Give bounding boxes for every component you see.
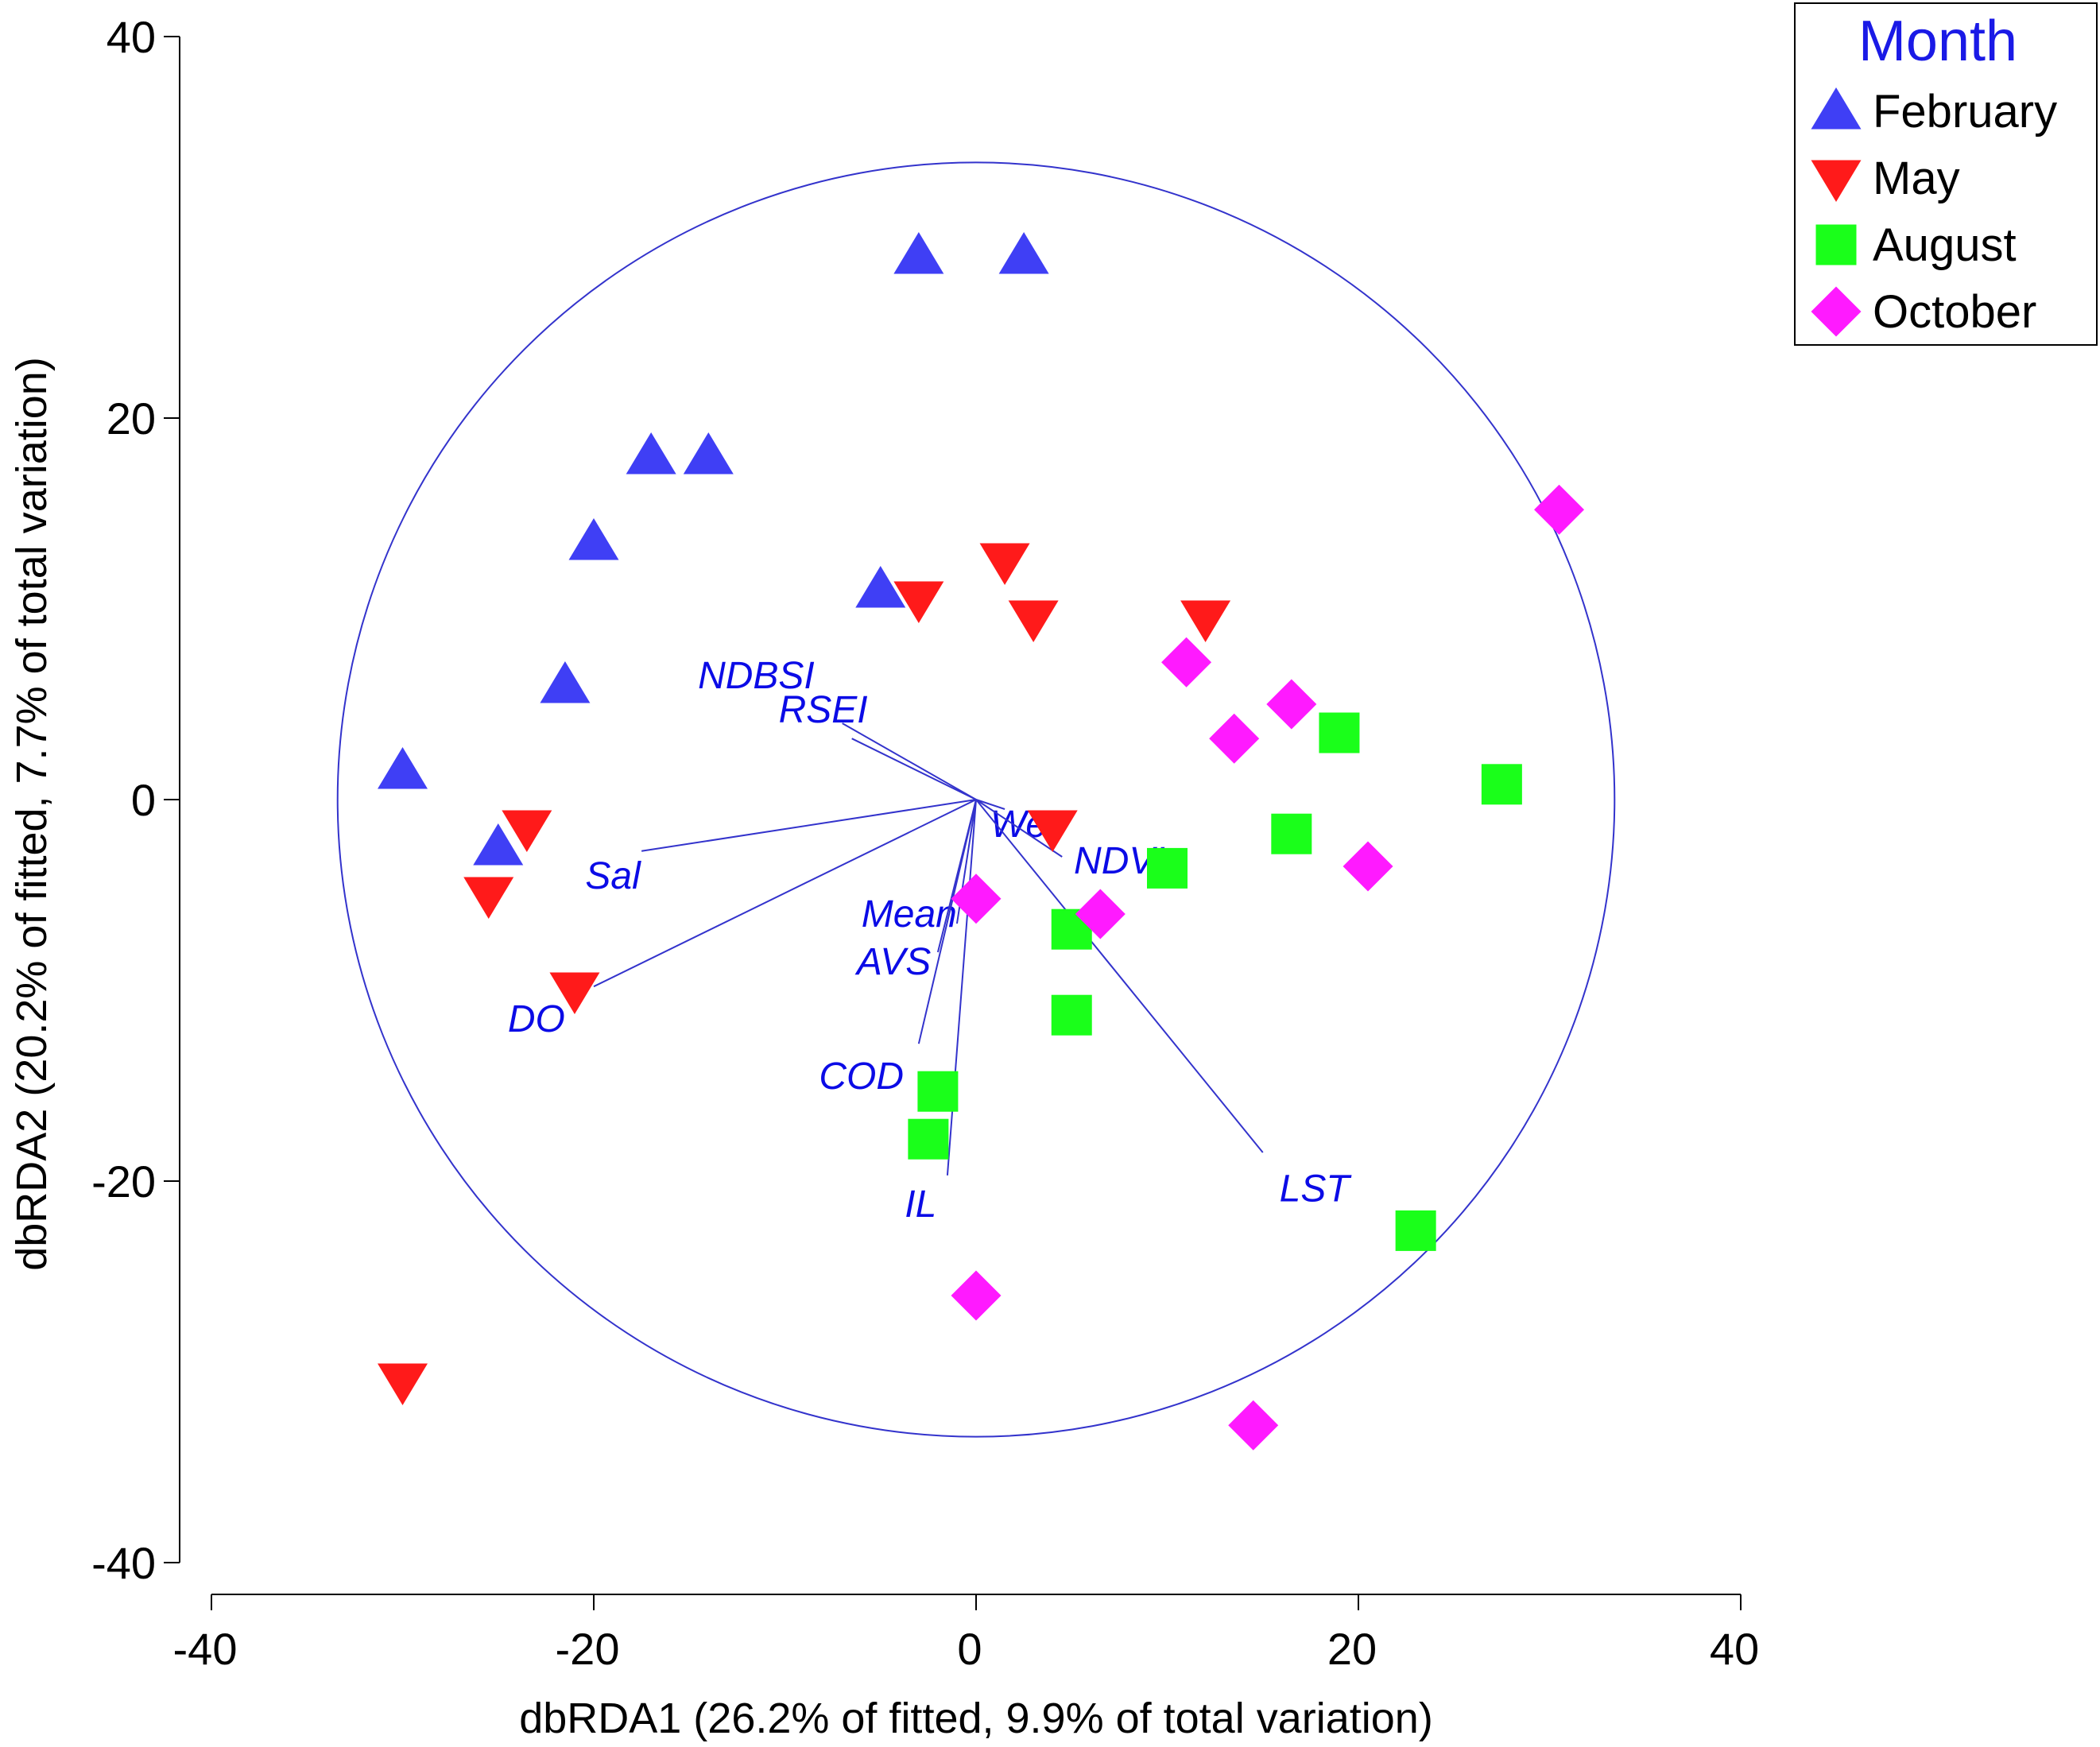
vector-ndvi [975,799,1063,858]
y-tick-label: 40 [107,12,156,62]
legend: Month February May August October [1794,2,2098,346]
point-august [1271,813,1312,854]
vector-ndbsi [842,722,977,800]
vector-wet [975,799,1005,810]
point-october [951,1270,1002,1321]
axis-titles: dbRDA1 (26.2% of fitted, 9.9% of total v… [8,357,1433,1742]
correlation-circle-layer [336,161,1616,1438]
vector-label-lst: LST [1280,1168,1353,1211]
series-august [908,712,1522,1251]
point-october [1266,679,1317,730]
point-october [951,874,1002,924]
vector-il [946,799,977,1176]
vector-label-mean: Mean [862,893,957,935]
point-may [378,1363,428,1405]
points-layer [378,232,1585,1451]
point-august [1319,712,1360,753]
x-tick-label: -20 [556,1624,620,1674]
point-may [463,877,514,919]
correlation-circle [336,161,1616,1438]
point-february [893,232,944,274]
vector-label-il: IL [905,1183,936,1226]
point-may [549,972,600,1014]
legend-marker-may [1811,160,1862,202]
vector-label-ndbsi: NDBSI [698,655,815,697]
x-tick-label: -40 [173,1624,238,1674]
point-february [540,661,591,703]
vector-label-avs: AVS [854,941,931,983]
point-august [1395,1210,1436,1251]
series-february [378,232,1049,866]
point-may [1180,600,1231,642]
axes: -40 -20 0 20 40 -40 -20 0 20 40 [91,12,1759,1674]
point-august [1147,847,1188,889]
point-february [683,432,734,475]
point-august [1051,994,1092,1036]
vector-lst [975,799,1264,1153]
point-february [378,747,428,789]
y-tick-label: 0 [131,775,156,825]
y-tick-label: -20 [91,1156,156,1207]
point-may [893,581,944,623]
point-october [1534,484,1585,535]
legend-label-october: October [1873,286,2036,338]
point-february [626,432,676,475]
series-october [951,484,1585,1451]
legend-title: Month [1858,10,2017,73]
vector-label-sal: Sal [585,855,641,897]
point-may [1008,600,1059,642]
point-may [979,543,1030,585]
legend-marker-august [1815,224,1857,265]
point-february [998,232,1049,274]
point-february [855,566,906,608]
point-february [473,823,524,866]
vector-do [593,799,977,988]
point-october [1228,1400,1279,1451]
point-october [1209,713,1260,764]
y-tick-label: -40 [91,1538,156,1588]
x-tick-label: 20 [1327,1624,1377,1674]
point-may [502,810,552,852]
point-october [1343,841,1393,892]
series-may [378,543,1231,1405]
y-axis-title: dbRDA2 (20.2% of fitted, 7.7% of total v… [8,357,56,1271]
legend-marker-february [1811,87,1862,130]
point-october [1161,637,1212,688]
y-tick-label: 20 [107,393,156,444]
legend-label-february: February [1873,86,2057,138]
point-february [568,518,619,560]
x-tick-label: 40 [1710,1624,1759,1674]
vector-label-do: DO [508,998,565,1040]
x-axis-title: dbRDA1 (26.2% of fitted, 9.9% of total v… [519,1695,1433,1742]
vector-rsei [851,738,977,800]
point-august [1481,764,1522,805]
vector-sal [641,799,977,852]
vector-label-rsei: RSEI [779,689,868,731]
point-may [1027,810,1078,852]
x-tick-label: 0 [957,1624,982,1674]
vector-cod [917,799,977,1044]
legend-label-may: May [1873,153,1960,204]
legend-marker-october [1811,286,1862,337]
point-october [1075,889,1126,939]
legend-label-august: August [1873,219,2017,271]
point-august [917,1071,959,1112]
vector-label-cod: COD [819,1056,904,1098]
point-august [908,1118,949,1160]
